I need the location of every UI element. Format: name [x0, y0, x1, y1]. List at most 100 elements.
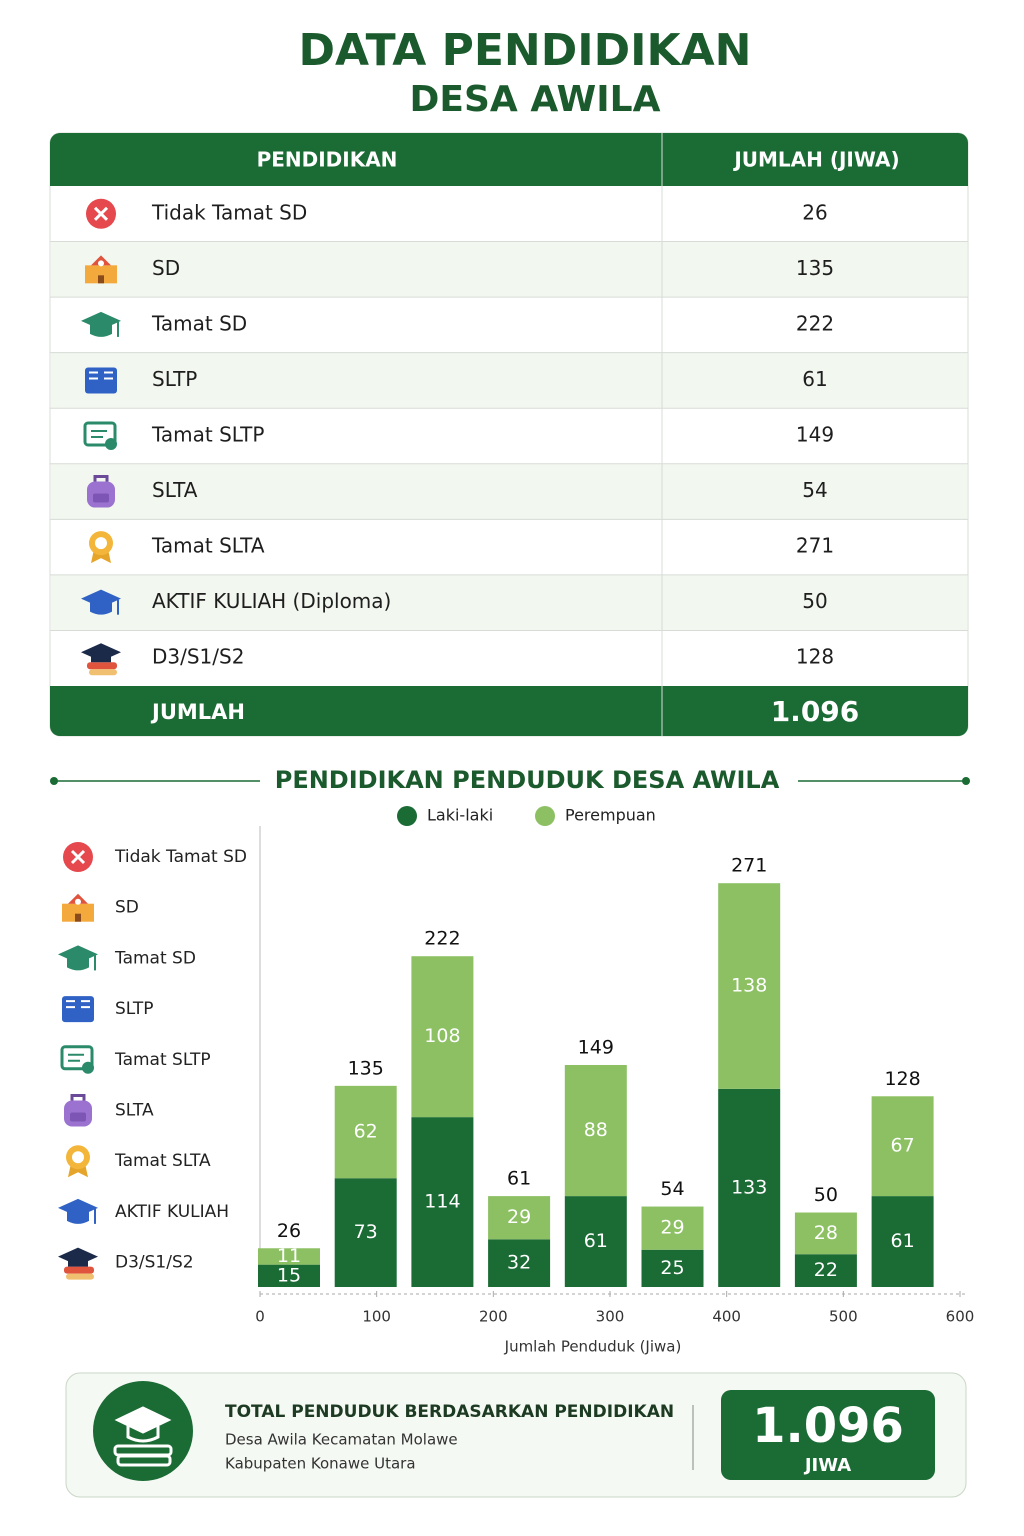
- category-label: D3/S1/S2: [115, 1253, 194, 1273]
- segment-label: 61: [891, 1230, 915, 1252]
- chart-title: PENDIDIKAN PENDUDUK DESA AWILA: [275, 766, 780, 794]
- bar-segment: [871, 1096, 934, 1197]
- row-label: Tamat SLTA: [151, 534, 265, 558]
- summary-unit: JIWA: [803, 1455, 851, 1476]
- row-icon: [81, 643, 121, 676]
- bar-segment: [334, 1178, 397, 1287]
- icon-part: [89, 371, 113, 380]
- x-tick-label: 0: [255, 1308, 265, 1326]
- icon-part: [89, 669, 117, 676]
- icon-part: [68, 1053, 84, 1062]
- icon-part: [64, 1266, 94, 1274]
- x-axis-title: Jumlah Penduduk (Jiwa): [504, 1338, 682, 1356]
- icon-part: [98, 260, 104, 267]
- row-icon: [58, 945, 98, 971]
- icon-part: [93, 493, 109, 503]
- icon-part: [95, 537, 107, 550]
- category-label: AKTIF KULIAH: [115, 1202, 229, 1222]
- segment-label: 62: [354, 1121, 378, 1143]
- bar-segment: [564, 1196, 627, 1287]
- x-tick-label: 300: [596, 1308, 625, 1326]
- segment-label: 114: [424, 1191, 460, 1213]
- row-value: 61: [802, 367, 827, 391]
- title-rule-dot: [962, 777, 970, 785]
- legend-swatch: [535, 806, 555, 826]
- row-label: SD: [152, 256, 180, 280]
- icon-part: [82, 1061, 94, 1074]
- table-total-bg: [50, 686, 968, 736]
- bar-segment: [794, 1254, 857, 1287]
- summary-line: Kabupaten Konawe Utara: [225, 1455, 416, 1473]
- segment-label: 32: [507, 1252, 531, 1274]
- x-tick-label: 500: [829, 1308, 858, 1326]
- category-label: SLTP: [115, 999, 154, 1019]
- page-title: DATA PENDIDIKAN: [298, 25, 751, 76]
- row-label: SLTP: [152, 367, 197, 391]
- legend-swatch: [397, 806, 417, 826]
- icon-part: [67, 1211, 89, 1224]
- row-value: 128: [796, 645, 834, 669]
- segment-label: 29: [660, 1217, 684, 1239]
- table-row: [51, 352, 967, 409]
- row-label: SLTA: [152, 478, 198, 502]
- row-icon: [62, 996, 94, 1023]
- x-tick-label: 400: [712, 1308, 741, 1326]
- total-label: 128: [884, 1068, 920, 1090]
- row-value: 222: [796, 311, 834, 335]
- row-icon: [62, 893, 94, 922]
- bar-segment: [641, 1206, 704, 1250]
- row-value: 271: [796, 534, 834, 558]
- row-value: 54: [802, 478, 827, 502]
- row-value: 50: [802, 589, 827, 613]
- table-row: [51, 297, 967, 353]
- table-row: [51, 519, 967, 575]
- row-label: Tamat SD: [151, 311, 247, 335]
- summary-icon-books: [113, 1406, 173, 1467]
- row-icon: [66, 1145, 90, 1178]
- page-subtitle: DESA AWILA: [410, 79, 661, 120]
- icon-part: [93, 475, 109, 482]
- icon-part: [68, 1260, 88, 1267]
- icon-part: [87, 662, 117, 670]
- icon-part: [75, 913, 81, 922]
- row-icon: [63, 842, 93, 872]
- row-icon: [81, 311, 121, 337]
- category-label: Tidak Tamat SD: [114, 847, 247, 867]
- icon-part: [66, 1273, 94, 1280]
- row-label: Tidak Tamat SD: [151, 200, 307, 224]
- row-icon: [60, 1045, 94, 1074]
- summary-value: 1.096: [752, 1398, 904, 1454]
- icon-part: [98, 275, 104, 284]
- bar-segment: [871, 1196, 934, 1287]
- bar-segment: [411, 956, 474, 1118]
- row-value: 26: [802, 200, 827, 224]
- category-label: Tamat SD: [114, 948, 196, 968]
- category-label: SLTA: [115, 1101, 154, 1121]
- segment-label: 29: [507, 1206, 531, 1228]
- bar-segment: [411, 1117, 474, 1287]
- segment-label: 11: [277, 1245, 301, 1267]
- chart: Laki-laki Perempuan Tidak Tamat SD SD Tamat …: [58, 806, 974, 1356]
- column-header: PENDIDIKAN: [257, 148, 398, 172]
- bar-segment: [258, 1248, 320, 1265]
- segment-label: 22: [814, 1259, 838, 1281]
- row-value: 149: [796, 423, 834, 447]
- bar-segment: [488, 1239, 551, 1287]
- row-label: AKTIF KULIAH (Diploma): [152, 589, 391, 613]
- icon-part: [67, 958, 89, 971]
- row-icon: [64, 1094, 92, 1127]
- row-icon: [85, 367, 117, 394]
- segment-label: 73: [354, 1221, 378, 1243]
- row-icon: [87, 475, 115, 508]
- bar-segment: [641, 1249, 704, 1287]
- title-rule-dot: [50, 777, 58, 785]
- table-row: [51, 630, 967, 686]
- icon-part: [90, 324, 112, 337]
- x-tick-label: 200: [479, 1308, 508, 1326]
- segment-label: 61: [584, 1230, 608, 1252]
- segment-label: 25: [660, 1257, 684, 1279]
- row-icon: [89, 531, 113, 564]
- row-value: 135: [796, 256, 834, 280]
- segment-label: 88: [584, 1119, 608, 1141]
